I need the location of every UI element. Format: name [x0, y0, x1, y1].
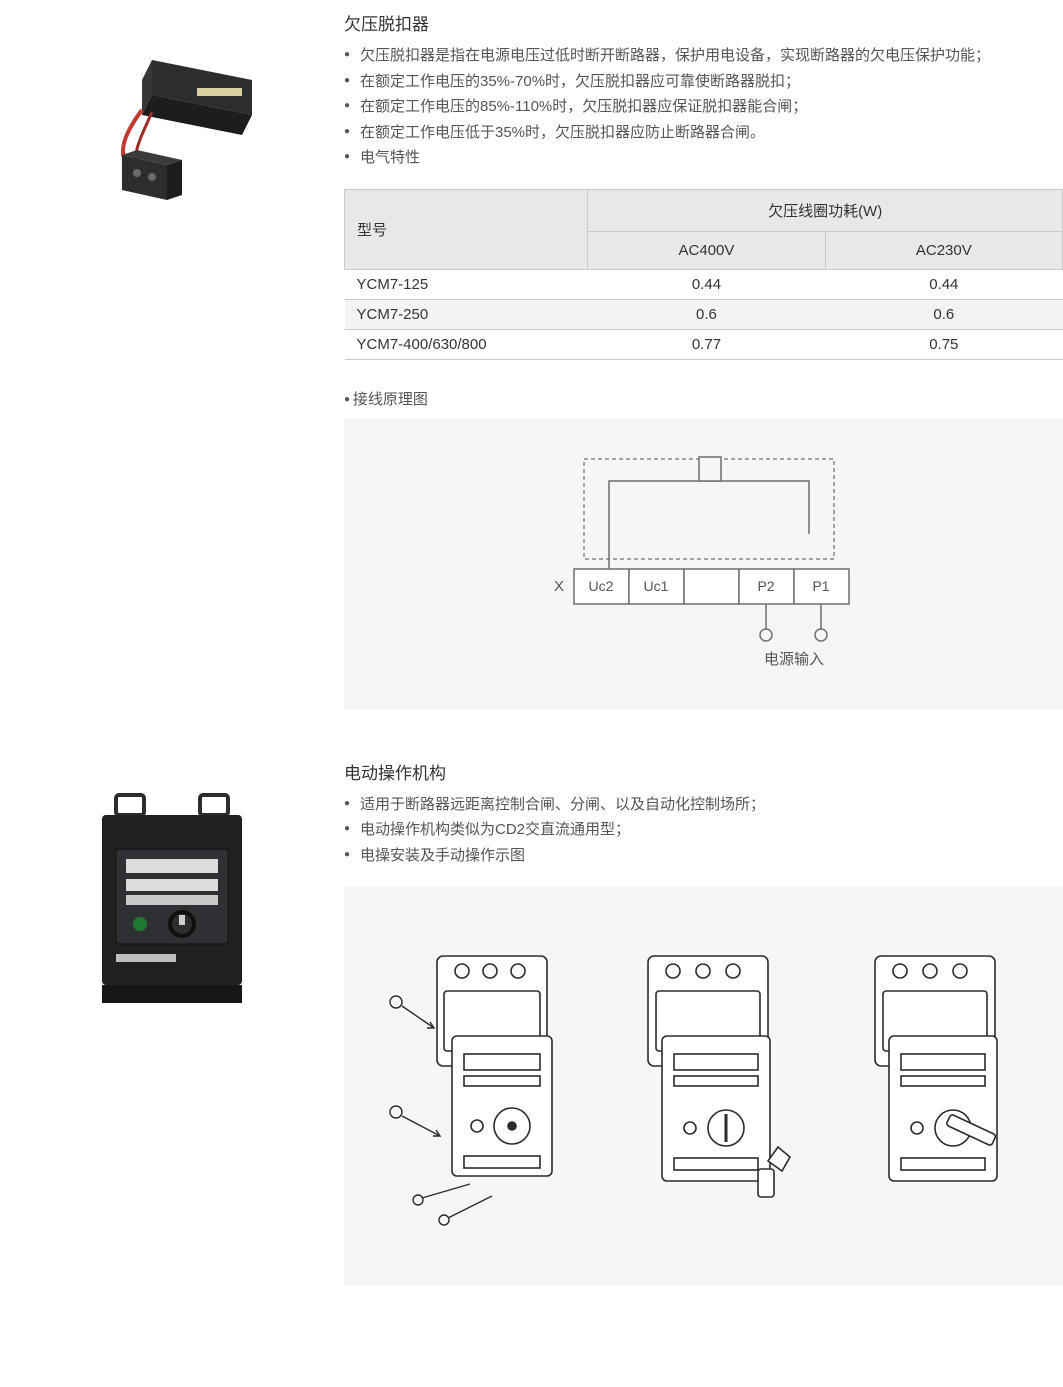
bullet-item: 欠压脱扣器是指在电源电压过低时断开断路器，保护用电设备，实现断路器的欠电压保护功…: [344, 43, 1063, 69]
mechanism-fig-1: [382, 936, 572, 1236]
th-group: 欠压线圈功耗(W): [588, 189, 1063, 231]
bullet-item: 在额定工作电压的35%-70%时，欠压脱扣器应可靠使断路器脱扣；: [344, 69, 1063, 95]
section2-content: 电动操作机构 适用于断路器远距离控制合闸、分闸、以及自动化控制场所； 电动操作机…: [344, 759, 1063, 1287]
cell-v400: 0.77: [588, 329, 825, 359]
cell-v230: 0.75: [825, 329, 1062, 359]
mechanism-fig-2: [628, 946, 798, 1226]
bullet-item: 电动操作机构类似为CD2交直流通用型；: [344, 817, 1063, 843]
cell-v230: 0.44: [825, 269, 1062, 299]
wiring-term: Uc2: [588, 578, 613, 594]
spec-table: 型号 欠压线圈功耗(W) AC400V AC230V YCM7-125 0.44…: [344, 189, 1063, 360]
mechanism-diagram: [344, 886, 1063, 1286]
wiring-diagram-label: 接线原理图: [344, 388, 1063, 409]
th-ac400: AC400V: [588, 231, 825, 269]
section1-title: 欠压脱扣器: [344, 10, 1063, 35]
section-motor-mechanism: 电动操作机构 适用于断路器远距离控制合闸、分闸、以及自动化控制场所； 电动操作机…: [0, 759, 1063, 1287]
th-ac230: AC230V: [825, 231, 1062, 269]
bullet-item: 在额定工作电压的85%-110%时，欠压脱扣器应保证脱扣器能合闸；: [344, 94, 1063, 120]
cell-v230: 0.6: [825, 299, 1062, 329]
bullet-item: 电气特性: [344, 145, 1063, 171]
product-image-undervoltage: [0, 10, 344, 709]
bullet-item: 适用于断路器远距离控制合闸、分闸、以及自动化控制场所；: [344, 792, 1063, 818]
section2-bullets: 适用于断路器远距离控制合闸、分闸、以及自动化控制场所； 电动操作机构类似为CD2…: [344, 792, 1063, 869]
cell-model: YCM7-250: [345, 299, 588, 329]
section1-bullets: 欠压脱扣器是指在电源电压过低时断开断路器，保护用电设备，实现断路器的欠电压保护功…: [344, 43, 1063, 171]
cell-model: YCM7-400/630/800: [345, 329, 588, 359]
cell-v400: 0.6: [588, 299, 825, 329]
wiring-term: P2: [757, 578, 774, 594]
cell-model: YCM7-125: [345, 269, 588, 299]
bullet-item: 在额定工作电压低于35%时，欠压脱扣器应防止断路器合闸。: [344, 120, 1063, 146]
wiring-x-label: X: [553, 578, 563, 595]
wiring-diagram: X Uc2 Uc1 P2 P1 电源输入: [344, 419, 1063, 709]
section-undervoltage: 欠压脱扣器 欠压脱扣器是指在电源电压过低时断开断路器，保护用电设备，实现断路器的…: [0, 10, 1063, 709]
product-image-motor: [0, 759, 344, 1287]
section2-title: 电动操作机构: [344, 759, 1063, 784]
wiring-term: P1: [812, 578, 829, 594]
section1-content: 欠压脱扣器 欠压脱扣器是指在电源电压过低时断开断路器，保护用电设备，实现断路器的…: [344, 10, 1063, 709]
bullet-item: 电操安装及手动操作示图: [344, 843, 1063, 869]
cell-v400: 0.44: [588, 269, 825, 299]
wiring-power-label: 电源输入: [763, 651, 823, 668]
th-model: 型号: [345, 189, 588, 269]
mechanism-fig-3: [855, 946, 1025, 1226]
wiring-term: Uc1: [643, 578, 668, 594]
